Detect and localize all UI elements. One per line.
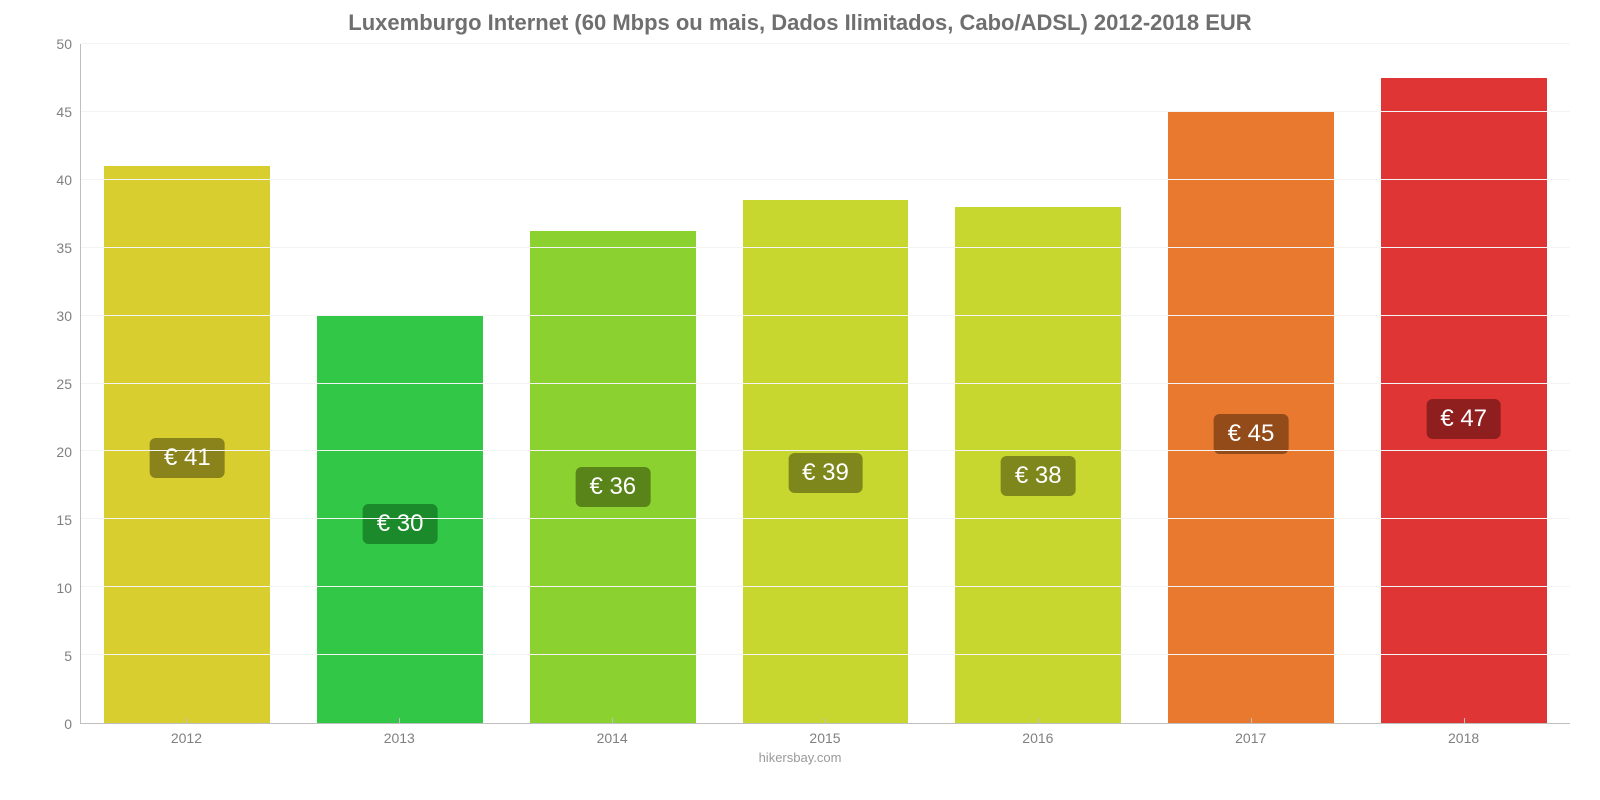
bar: € 38 xyxy=(955,207,1121,723)
bar: € 39 xyxy=(743,200,909,723)
grid-line xyxy=(81,586,1570,587)
grid-line xyxy=(81,43,1570,44)
x-tick: 2012 xyxy=(80,724,293,746)
grid-line xyxy=(81,315,1570,316)
y-tick-label: 25 xyxy=(32,376,72,392)
plot-area: € 41 € 30 € 36 € 39 € 38 € 45 € 47 xyxy=(80,44,1570,724)
x-tick-label: 2015 xyxy=(719,730,932,746)
bar-value-label: € 41 xyxy=(150,438,225,478)
bar: € 45 xyxy=(1168,112,1334,723)
y-tick-label: 15 xyxy=(32,512,72,528)
x-tick-label: 2013 xyxy=(293,730,506,746)
x-tick-mark xyxy=(1464,718,1465,724)
x-tick-mark xyxy=(825,718,826,724)
bar-slot: € 47 xyxy=(1357,44,1570,723)
y-tick-label: 45 xyxy=(32,104,72,120)
grid-line xyxy=(81,518,1570,519)
y-tick-label: 5 xyxy=(32,648,72,664)
bar: € 47 xyxy=(1381,78,1547,723)
x-tick: 2017 xyxy=(1144,724,1357,746)
x-tick-label: 2014 xyxy=(506,730,719,746)
x-tick-label: 2016 xyxy=(931,730,1144,746)
bar-slot: € 39 xyxy=(719,44,932,723)
bar-value-label: € 39 xyxy=(788,453,863,493)
bar-slot: € 45 xyxy=(1145,44,1358,723)
x-tick: 2015 xyxy=(719,724,932,746)
bar-value-label: € 45 xyxy=(1214,414,1289,454)
grid-line xyxy=(81,111,1570,112)
y-tick-label: 35 xyxy=(32,240,72,256)
x-tick: 2013 xyxy=(293,724,506,746)
x-tick-mark xyxy=(1251,718,1252,724)
y-tick-label: 40 xyxy=(32,172,72,188)
x-tick-mark xyxy=(612,718,613,724)
chart-title: Luxemburgo Internet (60 Mbps ou mais, Da… xyxy=(30,10,1570,36)
x-axis: 2012201320142015201620172018 xyxy=(80,724,1570,746)
grid-line xyxy=(81,179,1570,180)
x-tick: 2016 xyxy=(931,724,1144,746)
bar-value-label: € 30 xyxy=(363,504,438,544)
bar-slot: € 30 xyxy=(294,44,507,723)
x-tick: 2018 xyxy=(1357,724,1570,746)
x-tick-label: 2012 xyxy=(80,730,293,746)
bar-slot: € 36 xyxy=(506,44,719,723)
y-tick-label: 30 xyxy=(32,308,72,324)
y-tick-label: 0 xyxy=(32,716,72,732)
y-tick-label: 10 xyxy=(32,580,72,596)
bar-chart: Luxemburgo Internet (60 Mbps ou mais, Da… xyxy=(0,0,1600,800)
x-tick-label: 2017 xyxy=(1144,730,1357,746)
bar-slot: € 38 xyxy=(932,44,1145,723)
y-tick-label: 50 xyxy=(32,36,72,52)
bar-value-label: € 47 xyxy=(1426,399,1501,439)
grid-line xyxy=(81,654,1570,655)
bar-slot: € 41 xyxy=(81,44,294,723)
x-tick-mark xyxy=(399,718,400,724)
bar: € 41 xyxy=(104,166,270,723)
bar-value-label: € 38 xyxy=(1001,456,1076,496)
x-tick-label: 2018 xyxy=(1357,730,1570,746)
plot-row: 05101520253035404550 € 41€ 30€ 36€ 39€ 3… xyxy=(30,44,1570,724)
x-tick: 2014 xyxy=(506,724,719,746)
grid-line xyxy=(81,247,1570,248)
x-tick-mark xyxy=(186,718,187,724)
bars-container: € 41 € 30 € 36 € 39 € 38 € 45 € 47 xyxy=(81,44,1570,723)
grid-line xyxy=(81,450,1570,451)
bar-value-label: € 36 xyxy=(575,467,650,507)
y-tick-label: 20 xyxy=(32,444,72,460)
y-axis: 05101520253035404550 xyxy=(30,44,80,724)
grid-line xyxy=(81,383,1570,384)
chart-footer: hikersbay.com xyxy=(30,750,1570,765)
bar: € 36 xyxy=(530,231,696,723)
x-tick-mark xyxy=(1038,718,1039,724)
